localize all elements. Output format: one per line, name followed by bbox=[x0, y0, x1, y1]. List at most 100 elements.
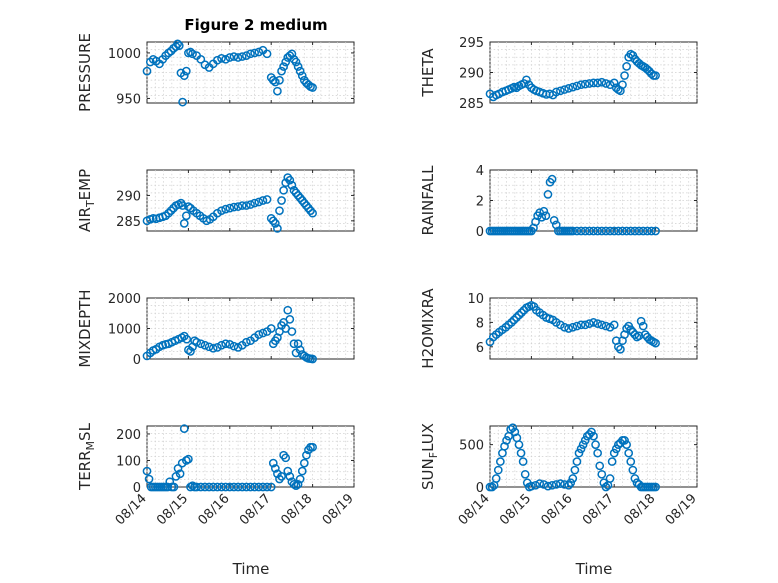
data-point bbox=[293, 62, 303, 71]
data-point bbox=[516, 448, 526, 458]
data-point bbox=[164, 208, 173, 218]
subplot-5: 0 1000 2000 MIXDEPTH bbox=[76, 289, 355, 368]
data-point bbox=[225, 53, 235, 62]
data-point bbox=[580, 226, 590, 236]
data-point bbox=[512, 313, 521, 322]
data-point bbox=[200, 482, 210, 492]
data-point bbox=[179, 424, 189, 434]
y-tick-label: 1000 bbox=[108, 47, 141, 62]
data-point bbox=[642, 226, 652, 236]
data-point bbox=[609, 320, 619, 330]
data-point bbox=[514, 310, 524, 320]
data-point bbox=[487, 482, 497, 492]
x-axis-label-left: Time bbox=[232, 560, 270, 578]
data-point bbox=[308, 442, 317, 452]
data-point bbox=[609, 226, 619, 236]
data-point bbox=[293, 479, 303, 489]
subplot-6: 6 8 10 H2OMIXRA bbox=[419, 288, 698, 369]
data-point bbox=[233, 343, 243, 352]
data-point bbox=[213, 343, 222, 352]
y-tick-label: 950 bbox=[116, 92, 141, 107]
data-point bbox=[593, 448, 602, 458]
data-point bbox=[295, 193, 305, 203]
data-point bbox=[595, 461, 605, 471]
subplot-7: 0 100 200 08/14 08/15 08/16 08/17 08/18 08/19 TER… bbox=[76, 422, 357, 528]
data-point bbox=[225, 482, 235, 492]
data-point bbox=[585, 319, 594, 328]
data-point bbox=[225, 340, 235, 349]
data-point bbox=[217, 482, 226, 492]
data-point bbox=[229, 482, 239, 492]
data-point bbox=[258, 328, 268, 338]
data-point bbox=[242, 201, 251, 210]
y-tick-label: 1000 bbox=[108, 323, 141, 338]
data-point bbox=[237, 482, 247, 492]
data-point bbox=[258, 482, 268, 492]
y-axis-label: TERRMSL bbox=[76, 422, 97, 491]
data-point bbox=[208, 482, 218, 492]
data-point bbox=[246, 200, 255, 209]
data-point bbox=[237, 52, 247, 61]
data-point bbox=[543, 481, 553, 491]
x-tick-label: 08/18 bbox=[621, 491, 658, 528]
data-point bbox=[182, 334, 192, 344]
data-point bbox=[142, 466, 152, 476]
data-point bbox=[270, 219, 280, 228]
data-point bbox=[535, 479, 545, 488]
data-point bbox=[186, 47, 195, 57]
data-point bbox=[242, 337, 251, 347]
data-point bbox=[568, 226, 578, 236]
data-point bbox=[200, 340, 210, 350]
y-tick-label: 285 bbox=[116, 215, 141, 230]
data-point bbox=[593, 226, 602, 236]
y-axis-label: THETA bbox=[419, 48, 437, 98]
data-point bbox=[188, 49, 197, 59]
data-point bbox=[289, 185, 299, 195]
data-point bbox=[566, 478, 576, 488]
data-point bbox=[560, 322, 569, 332]
data-point bbox=[585, 226, 594, 236]
y-tick-label: 290 bbox=[459, 67, 484, 82]
data-point bbox=[165, 477, 175, 487]
data-point bbox=[250, 198, 259, 208]
data-point bbox=[618, 226, 627, 236]
subplot-1: 950 1000 PRESSURE bbox=[76, 33, 355, 112]
x-tick-label: 08/18 bbox=[278, 491, 315, 528]
data-point bbox=[597, 77, 607, 87]
data-point bbox=[181, 211, 191, 221]
data-point bbox=[611, 444, 621, 454]
y-tick-label: 200 bbox=[116, 428, 141, 443]
data-point bbox=[539, 480, 549, 489]
data-point bbox=[225, 203, 235, 213]
data-point bbox=[574, 448, 584, 458]
data-point bbox=[493, 465, 503, 475]
data-point bbox=[178, 97, 187, 107]
y-axis-label-subscript: T bbox=[84, 200, 97, 208]
data-point bbox=[568, 82, 578, 92]
data-point bbox=[651, 226, 660, 236]
data-point bbox=[308, 208, 317, 218]
data-point bbox=[254, 482, 264, 492]
y-axis-label: RAINFALL bbox=[419, 165, 437, 236]
subplot-8: 0 500 08/14 08/15 08/16 08/17 08/18 08/19 SUNFLU… bbox=[419, 423, 700, 528]
data-point bbox=[250, 482, 259, 492]
data-point bbox=[601, 226, 611, 236]
data-point bbox=[585, 79, 594, 88]
data-point bbox=[277, 196, 286, 205]
y-axis-label-rest: EMP bbox=[76, 169, 94, 200]
data-point bbox=[580, 320, 590, 330]
data-point bbox=[651, 482, 660, 492]
data-point bbox=[564, 480, 574, 490]
data-point bbox=[613, 342, 623, 352]
y-tick-label: 2 bbox=[476, 195, 484, 210]
data-point bbox=[302, 201, 311, 210]
data-point bbox=[580, 79, 590, 89]
data-point bbox=[547, 480, 557, 490]
data-point bbox=[175, 469, 185, 479]
data-point bbox=[622, 62, 631, 71]
data-point bbox=[630, 226, 640, 236]
data-point bbox=[295, 66, 305, 76]
y-tick-label: 8 bbox=[476, 316, 484, 331]
data-point bbox=[287, 49, 297, 59]
data-point bbox=[217, 206, 226, 216]
